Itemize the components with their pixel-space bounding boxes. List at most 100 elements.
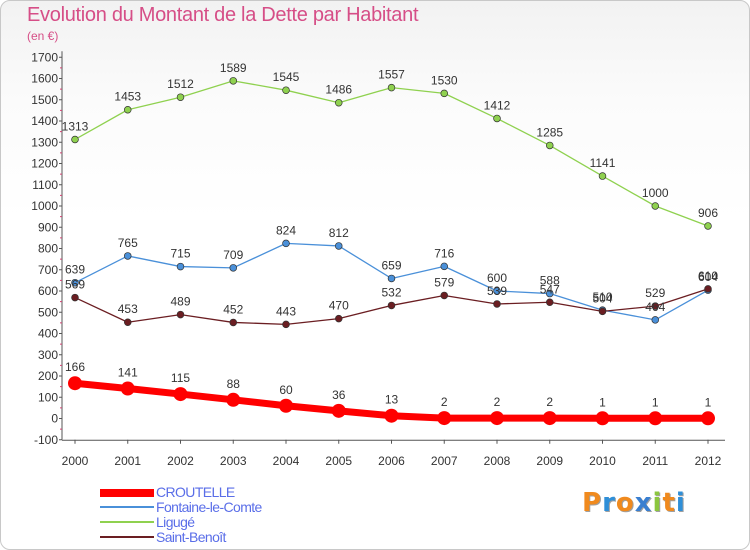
data-label: 1412 [484, 98, 511, 112]
x-tick-label: 2004 [273, 454, 300, 468]
data-label: 1285 [536, 125, 563, 139]
data-label: 1545 [273, 70, 300, 84]
y-tick-label: 100 [38, 390, 58, 404]
x-tick-label: 2001 [114, 454, 141, 468]
legend-swatch-fontaine [100, 506, 154, 508]
data-point [595, 411, 610, 426]
data-point [71, 293, 79, 302]
y-tick-label: 1300 [31, 135, 58, 149]
data-point [651, 316, 659, 324]
legend-swatch-saint-benoit [100, 536, 154, 538]
data-label: 470 [329, 299, 349, 313]
data-label: 532 [381, 285, 401, 299]
x-tick-label: 2011 [642, 454, 668, 468]
data-label: 13 [385, 393, 399, 407]
y-tick-label: 1000 [31, 199, 58, 213]
legend-label-fontaine: Fontaine-le-Comte [156, 499, 262, 515]
data-label: 1000 [642, 186, 669, 200]
y-tick-label: 900 [38, 220, 58, 234]
data-point [229, 77, 238, 85]
data-label: 2 [546, 395, 553, 409]
data-label: 60 [279, 383, 293, 397]
data-label: 579 [434, 275, 454, 289]
x-tick-label: 2007 [431, 454, 458, 468]
data-label: 2 [441, 395, 448, 409]
data-label: 1557 [378, 68, 405, 82]
y-tick-label: 1700 [31, 50, 58, 64]
data-label: 510 [592, 290, 612, 304]
legend-label-croutelle: CROUTELLE [156, 484, 235, 500]
data-point [226, 392, 241, 407]
legend-swatch-croutelle [100, 489, 154, 497]
data-label: 588 [540, 274, 560, 288]
y-tick-label: 700 [38, 263, 58, 277]
y-tick-label: -100 [34, 433, 58, 447]
x-tick-label: 2005 [325, 454, 352, 468]
data-point [123, 105, 132, 114]
series-line [74, 80, 709, 227]
data-label: 1141 [590, 156, 616, 170]
data-point [651, 202, 659, 210]
data-label: 88 [227, 377, 241, 391]
data-point [282, 320, 290, 329]
y-tick-label: 500 [38, 305, 58, 319]
data-label: 639 [65, 263, 85, 277]
data-point [387, 83, 396, 92]
data-label: 453 [118, 302, 138, 316]
data-label: 716 [434, 246, 454, 260]
data-point [387, 301, 396, 310]
data-point [123, 252, 132, 260]
proxiti-logo: Proxiti [582, 488, 686, 518]
data-label: 547 [540, 282, 560, 296]
data-point [335, 314, 343, 323]
x-tick-label: 2002 [167, 454, 194, 468]
data-point [545, 298, 554, 307]
legend-label-saint-benoit: Saint-Benoît [156, 529, 226, 545]
data-point [387, 274, 396, 283]
y-tick-label: 1600 [31, 72, 58, 86]
data-point [68, 376, 82, 391]
data-point [120, 381, 135, 396]
data-point [598, 172, 607, 180]
legend-label-liguge: Ligugé [156, 514, 195, 530]
data-label: 715 [170, 247, 190, 261]
x-tick-label: 2010 [589, 454, 616, 468]
data-label: 709 [223, 248, 243, 262]
data-label: 906 [698, 206, 718, 220]
data-point [440, 89, 449, 98]
data-label: 1313 [62, 119, 89, 133]
data-point [282, 239, 290, 248]
data-point [493, 300, 501, 308]
data-point [651, 302, 659, 310]
data-label: 1486 [325, 83, 352, 97]
y-tick-label: 1400 [31, 114, 58, 128]
data-label: 604 [698, 270, 718, 284]
data-point [71, 135, 79, 144]
data-point [440, 291, 449, 300]
y-tick-label: 1200 [31, 157, 58, 171]
data-label: 1589 [220, 61, 247, 75]
data-label: 1 [705, 395, 712, 409]
data-point [598, 307, 607, 316]
data-point [704, 222, 712, 230]
data-label: 141 [118, 366, 138, 380]
data-point [331, 403, 346, 418]
data-point [440, 262, 449, 271]
data-label: 539 [487, 284, 507, 298]
chart-title: Evolution du Montant de la Dette par Hab… [27, 4, 419, 26]
data-label: 115 [171, 371, 190, 385]
data-point [384, 408, 399, 423]
legend-swatch-liguge [100, 521, 154, 523]
chart-unit-label: (en €) [27, 29, 59, 43]
y-tick-label: 0 [51, 412, 58, 426]
data-point [704, 285, 712, 293]
x-tick-label: 2009 [536, 454, 563, 468]
y-tick-label: 1500 [31, 93, 58, 107]
data-label: 36 [332, 388, 346, 402]
data-point [701, 411, 715, 426]
data-label: 1530 [431, 73, 458, 87]
data-label: 812 [329, 226, 349, 240]
data-point [542, 411, 557, 426]
